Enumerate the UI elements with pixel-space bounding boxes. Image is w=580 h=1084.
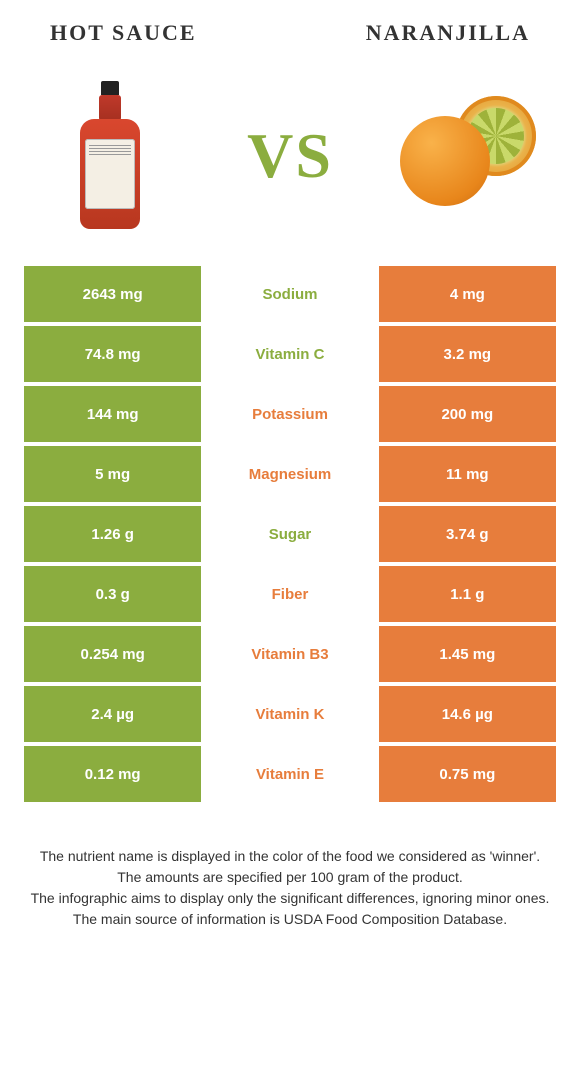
left-value-cell: 0.3 g <box>24 566 201 622</box>
left-title: Hot sauce <box>50 20 197 46</box>
images-row: VS <box>0 56 580 266</box>
nutrient-name-cell: Vitamin E <box>201 746 378 802</box>
nutrient-table: 2643 mgSodium4 mg74.8 mgVitamin C3.2 mg1… <box>0 266 580 802</box>
left-image <box>40 76 180 236</box>
left-value-cell: 0.12 mg <box>24 746 201 802</box>
nutrient-name-cell: Vitamin B3 <box>201 626 378 682</box>
table-row: 0.12 mgVitamin E0.75 mg <box>24 746 556 802</box>
right-title: Naranjilla <box>366 20 530 46</box>
footer-notes: The nutrient name is displayed in the co… <box>0 806 580 930</box>
footer-line: The infographic aims to display only the… <box>24 888 556 909</box>
right-value-cell: 14.6 µg <box>379 686 556 742</box>
nutrient-name-cell: Sodium <box>201 266 378 322</box>
left-value-cell: 2.4 µg <box>24 686 201 742</box>
footer-line: The amounts are specified per 100 gram o… <box>24 867 556 888</box>
right-value-cell: 4 mg <box>379 266 556 322</box>
table-row: 5 mgMagnesium11 mg <box>24 446 556 502</box>
footer-line: The main source of information is USDA F… <box>24 909 556 930</box>
table-row: 0.3 gFiber1.1 g <box>24 566 556 622</box>
right-value-cell: 11 mg <box>379 446 556 502</box>
left-value-cell: 0.254 mg <box>24 626 201 682</box>
left-value-cell: 74.8 mg <box>24 326 201 382</box>
nutrient-name-cell: Vitamin K <box>201 686 378 742</box>
table-row: 2.4 µgVitamin K14.6 µg <box>24 686 556 742</box>
right-value-cell: 0.75 mg <box>379 746 556 802</box>
table-row: 1.26 gSugar3.74 g <box>24 506 556 562</box>
right-value-cell: 200 mg <box>379 386 556 442</box>
left-value-cell: 1.26 g <box>24 506 201 562</box>
right-value-cell: 3.2 mg <box>379 326 556 382</box>
vs-label: VS <box>247 119 333 193</box>
right-image <box>400 76 540 236</box>
hot-sauce-bottle-icon <box>75 81 145 231</box>
left-value-cell: 5 mg <box>24 446 201 502</box>
footer-line: The nutrient name is displayed in the co… <box>24 846 556 867</box>
table-row: 0.254 mgVitamin B31.45 mg <box>24 626 556 682</box>
left-value-cell: 2643 mg <box>24 266 201 322</box>
header: Hot sauce Naranjilla <box>0 0 580 56</box>
right-value-cell: 3.74 g <box>379 506 556 562</box>
right-value-cell: 1.1 g <box>379 566 556 622</box>
table-row: 2643 mgSodium4 mg <box>24 266 556 322</box>
nutrient-name-cell: Fiber <box>201 566 378 622</box>
nutrient-name-cell: Magnesium <box>201 446 378 502</box>
table-row: 74.8 mgVitamin C3.2 mg <box>24 326 556 382</box>
table-row: 144 mgPotassium200 mg <box>24 386 556 442</box>
nutrient-name-cell: Vitamin C <box>201 326 378 382</box>
right-value-cell: 1.45 mg <box>379 626 556 682</box>
left-value-cell: 144 mg <box>24 386 201 442</box>
nutrient-name-cell: Sugar <box>201 506 378 562</box>
naranjilla-fruit-icon <box>400 96 540 216</box>
nutrient-name-cell: Potassium <box>201 386 378 442</box>
